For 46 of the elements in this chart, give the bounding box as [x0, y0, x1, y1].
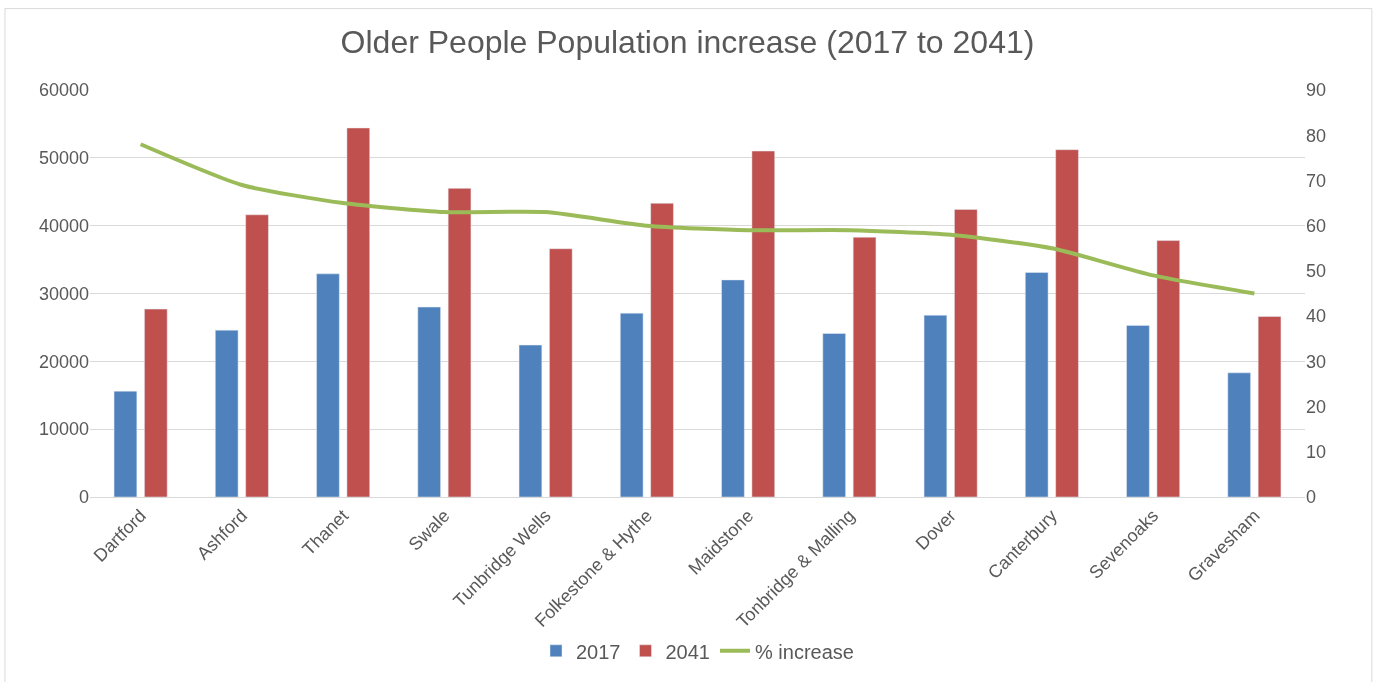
bar: [346, 127, 370, 497]
y-tick-label: 10000: [38, 419, 89, 440]
bar: [852, 236, 877, 497]
bar: [113, 390, 138, 497]
y-tick-label: 30000: [38, 283, 89, 304]
y2-tick-label: 90: [1306, 80, 1327, 101]
bar: [1126, 325, 1150, 497]
bar: [751, 150, 775, 497]
y2-tick-label: 80: [1306, 125, 1327, 146]
bar: [215, 329, 239, 497]
y-tick-label: 60000: [38, 80, 89, 101]
bar: [1055, 149, 1079, 497]
legend-label: % increase: [755, 640, 854, 663]
bar: [316, 273, 340, 497]
y2-tick-label: 10: [1306, 442, 1327, 463]
bar: [650, 203, 674, 497]
legend-label: 2017: [576, 640, 621, 663]
bar: [1025, 272, 1049, 497]
y2-tick-label: 30: [1306, 351, 1327, 372]
y-tick-label: 50000: [38, 148, 89, 169]
bar: [144, 308, 168, 497]
bar: [620, 312, 644, 497]
bar: [721, 279, 745, 497]
bar: [549, 248, 573, 497]
bar: [518, 344, 543, 497]
bar: [1156, 240, 1180, 497]
bar: [1257, 316, 1282, 497]
bar: [1227, 372, 1251, 497]
legend-label: 2041: [665, 640, 710, 663]
y2-tick-label: 60: [1306, 215, 1327, 236]
bar: [822, 333, 846, 497]
bar: [245, 214, 269, 497]
bar: [447, 188, 472, 497]
y2-tick-label: 70: [1306, 170, 1327, 191]
bar: [954, 209, 978, 497]
bar: [923, 314, 948, 497]
chart-title: Older People Population increase (2017 to 2041): [340, 24, 1035, 61]
y2-tick-label: 0: [1306, 487, 1317, 508]
bar: [417, 306, 441, 497]
y2-tick-label: 50: [1306, 261, 1327, 282]
y-tick-label: 40000: [38, 215, 89, 236]
y2-tick-label: 20: [1306, 396, 1327, 417]
y-tick-label: 20000: [38, 351, 89, 372]
y2-tick-label: 40: [1306, 306, 1327, 327]
y-tick-label: 0: [78, 487, 89, 508]
line-series: [138, 142, 1257, 296]
